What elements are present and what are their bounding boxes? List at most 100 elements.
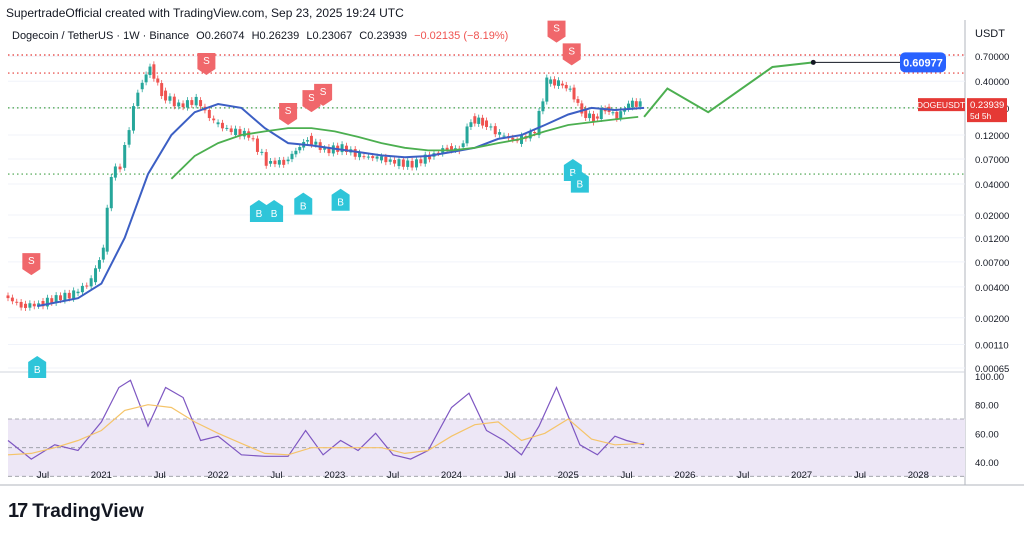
buy-signal-marker — [265, 199, 284, 222]
candle-body — [423, 154, 427, 164]
candle-body — [207, 109, 211, 119]
time-tick-label: Jul — [387, 470, 399, 481]
price-tick-label: 0.00700 — [975, 258, 1009, 269]
sell-signal-label: S — [203, 56, 210, 67]
candle-body — [255, 138, 259, 152]
candle-body — [15, 301, 19, 303]
candle-body — [118, 166, 122, 170]
time-tick-label: 2028 — [908, 470, 929, 481]
candle-body — [136, 92, 140, 106]
candle-body — [290, 153, 294, 160]
candle-body — [553, 79, 557, 86]
rsi-tick-label: 100.00 — [975, 372, 1004, 383]
price-tick-label: 0.04000 — [975, 180, 1009, 191]
candle-body — [6, 295, 10, 299]
candle-body — [560, 83, 564, 86]
buy-signal-label: B — [300, 202, 307, 213]
candle-body — [72, 290, 76, 299]
buy-signal-label: B — [271, 209, 278, 220]
price-tick-label: 0.00110 — [975, 341, 1009, 352]
sell-signal-label: S — [553, 24, 560, 35]
candle-body — [353, 149, 357, 157]
sell-signal-marker — [547, 20, 566, 43]
candle-body — [181, 103, 185, 108]
candle-body — [282, 159, 286, 165]
candle-body — [220, 122, 224, 129]
candle-body — [24, 303, 28, 308]
open-value: O0.26074 — [196, 30, 245, 42]
time-tick-label: 2025 — [558, 470, 579, 481]
sell-signal-label: S — [320, 87, 327, 98]
close-value: C0.23939 — [359, 30, 408, 42]
target-price-badge — [900, 52, 946, 73]
symbol-name[interactable]: Dogecoin / TetherUS · 1W · Binance — [12, 30, 190, 42]
candle-body — [588, 113, 592, 119]
candle-body — [449, 146, 453, 151]
candle-body — [393, 159, 397, 164]
sell-signal-label: S — [285, 106, 292, 117]
candle-body — [634, 101, 638, 107]
time-tick-label: Jul — [504, 470, 516, 481]
candle-body — [445, 147, 449, 150]
candle-body — [564, 84, 568, 89]
sell-signal-marker — [22, 253, 41, 276]
time-tick-label: 2022 — [208, 470, 229, 481]
buy-signal-label: B — [256, 209, 263, 220]
candle-body — [168, 96, 172, 101]
buy-signal-label: B — [337, 198, 344, 209]
time-tick-label: Jul — [37, 470, 49, 481]
candle-body — [473, 116, 477, 124]
candle-body — [493, 126, 497, 135]
candle-body — [277, 160, 281, 165]
countdown-label: 5d 5h — [970, 111, 992, 121]
candle-body — [576, 99, 580, 103]
rsi-tick-label: 40.00 — [975, 458, 999, 469]
price-tick-label: 0.01200 — [975, 234, 1009, 245]
candle-body — [85, 285, 89, 287]
candle-body — [45, 297, 49, 307]
candle-body — [76, 291, 80, 294]
candle-body — [32, 303, 36, 307]
high-value: H0.26239 — [251, 30, 300, 42]
candle-body — [10, 297, 14, 302]
buy-signal-label: B — [34, 365, 41, 376]
candle-body — [362, 156, 366, 158]
projection-path-line — [643, 61, 814, 118]
low-value: L0.23067 — [306, 30, 353, 42]
candle-body — [388, 159, 392, 162]
last-price-label: 0.23939 — [970, 100, 1004, 111]
price-tick-label: 0.70000 — [975, 52, 1009, 63]
symbol-tag-label: DOGEUSDT — [917, 100, 965, 110]
candle-body — [97, 260, 101, 269]
price-tick-label: 0.07000 — [975, 155, 1009, 166]
candle-body — [358, 152, 362, 158]
candle-body — [19, 301, 23, 308]
candle-body — [344, 145, 348, 152]
tradingview-logo: 17 TradingView — [8, 500, 144, 523]
candle-body — [306, 140, 310, 142]
candle-body — [626, 103, 630, 109]
candle-body — [477, 117, 481, 124]
candle-body — [327, 147, 331, 154]
candle-body — [638, 101, 642, 107]
candle-body — [185, 100, 189, 108]
candle-body — [264, 152, 268, 166]
candle-body — [502, 135, 506, 137]
candle-body — [572, 87, 576, 100]
candle-body — [414, 159, 418, 168]
candle-body — [156, 78, 160, 83]
time-tick-label: Jul — [154, 470, 166, 481]
price-tick-label: 0.00400 — [975, 283, 1009, 294]
candle-body — [340, 144, 344, 153]
buy-signal-marker — [249, 199, 268, 222]
candle-body — [190, 100, 194, 105]
candle-body — [549, 79, 553, 84]
price-tick-label: 0.00200 — [975, 314, 1009, 325]
candle-body — [199, 100, 203, 107]
candle-body — [545, 77, 549, 102]
candle-body — [127, 130, 131, 145]
time-tick-label: 2027 — [791, 470, 812, 481]
candle-body — [556, 80, 560, 86]
candle-body — [309, 135, 313, 145]
